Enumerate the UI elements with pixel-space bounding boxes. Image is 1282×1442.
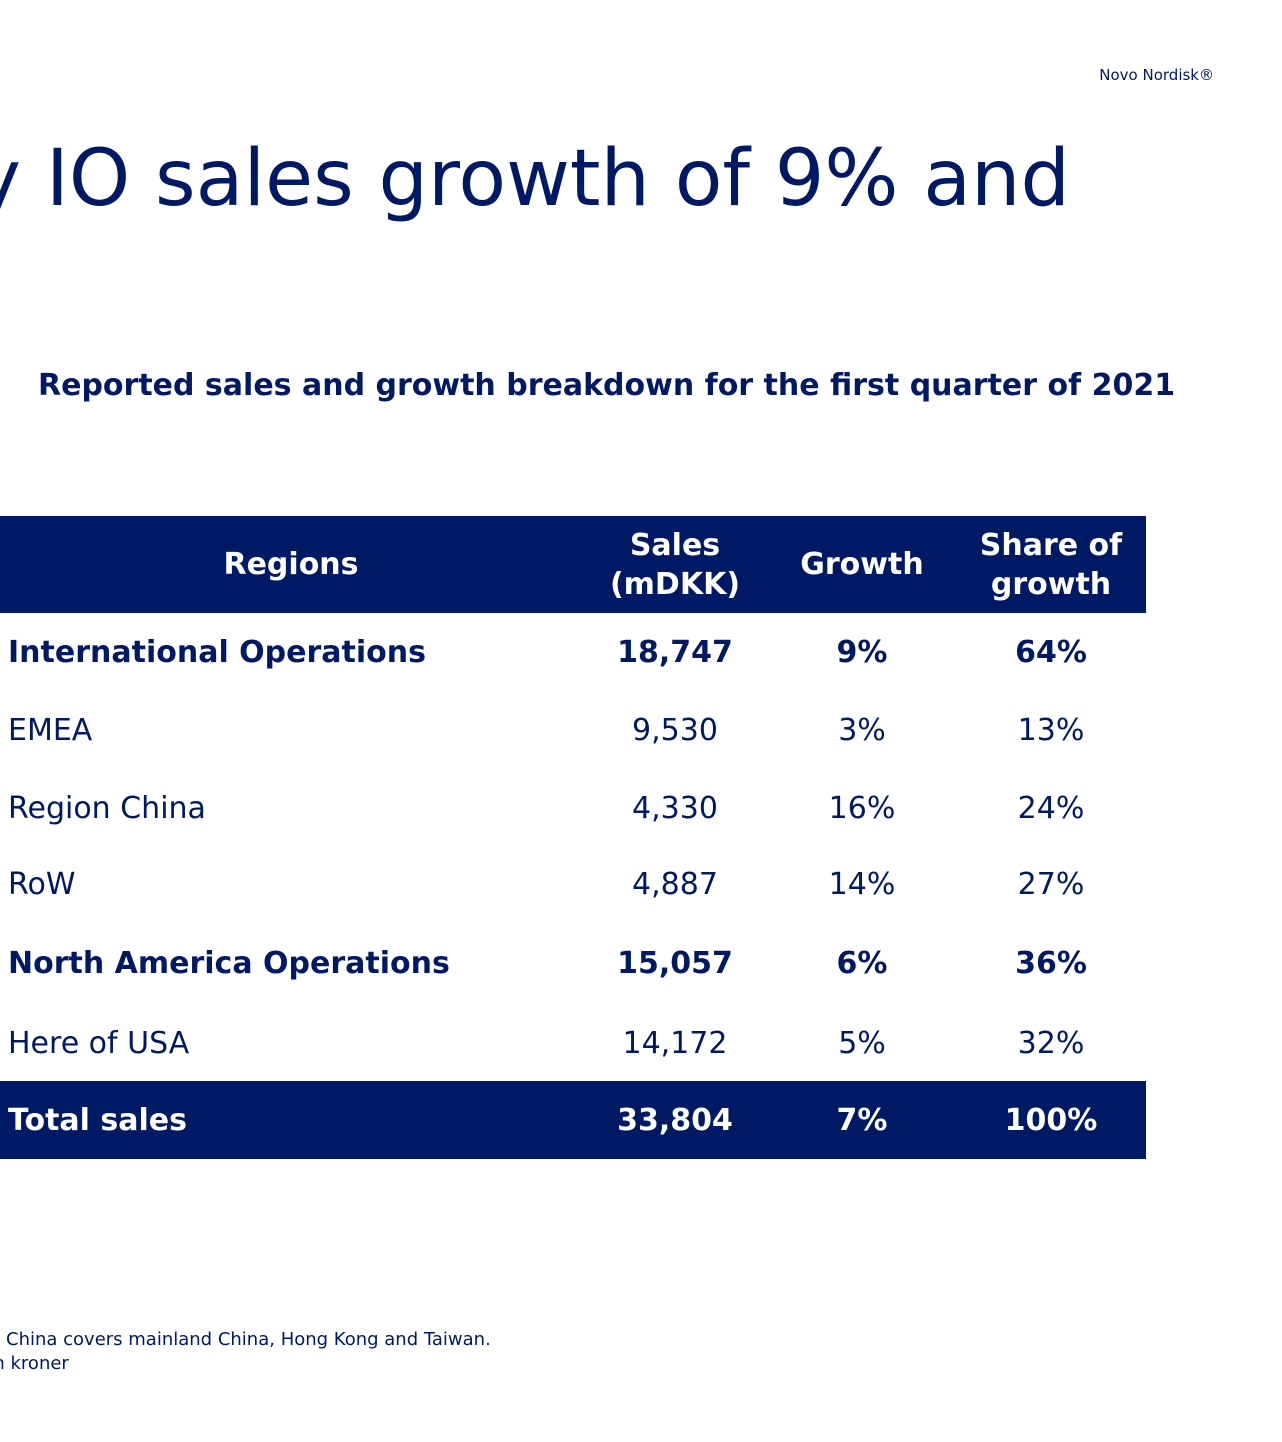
brand-wordmark: Novo Nordisk®: [1099, 66, 1214, 84]
header-sales: Sales (mDKK): [582, 516, 768, 613]
region-cell: International Operations: [8, 634, 426, 670]
header-sales-line2: (mDKK): [609, 566, 741, 602]
table-row-international-operations: International Operations 18,747 9% 64%: [0, 613, 1146, 691]
header-regions: Regions: [0, 516, 582, 613]
table-header-row: Regions Sales (mDKK) Growth Share of gro…: [0, 516, 1146, 613]
growth-cell: 16%: [828, 790, 896, 826]
sales-cell: 4,330: [632, 790, 718, 826]
header-share-line1: Share of: [979, 527, 1123, 563]
growth-cell: 6%: [836, 945, 888, 981]
footnote-china: China covers mainland China, Hong Kong a…: [6, 1329, 491, 1350]
sales-cell: 4,887: [632, 866, 718, 902]
region-cell: Total sales: [0, 1081, 582, 1159]
footnotes: China covers mainland China, Hong Kong a…: [0, 1328, 491, 1376]
sales-cell: 18,747: [617, 634, 733, 670]
share-cell: 24%: [1017, 790, 1085, 826]
region-cell: Region China: [8, 790, 206, 826]
region-cell: Here of USA: [8, 1025, 190, 1061]
growth-cell: 5%: [838, 1025, 886, 1061]
growth-cell: 14%: [828, 866, 896, 902]
share-cell: 100%: [956, 1081, 1146, 1159]
share-cell: 32%: [1017, 1025, 1085, 1061]
sales-cell: 14,172: [622, 1025, 728, 1061]
share-cell: 27%: [1017, 866, 1085, 902]
share-cell: 13%: [1017, 712, 1085, 748]
region-cell: RoW: [8, 866, 76, 902]
table-row-row: RoW 4,887 14% 27%: [0, 847, 1146, 921]
growth-cell: 9%: [836, 634, 888, 670]
slide-headline: n by IO sales growth of 9% and: [0, 134, 1070, 224]
header-share-of-growth: Share of growth: [956, 516, 1146, 613]
share-cell: 64%: [1015, 634, 1087, 670]
sales-cell: 33,804: [582, 1081, 768, 1159]
region-cell: EMEA: [8, 712, 93, 748]
share-cell: 36%: [1015, 945, 1087, 981]
sales-cell: 9,530: [632, 712, 718, 748]
header-share-line2: growth: [990, 566, 1112, 602]
table-row-here-of-usa: Here of USA 14,172 5% 32%: [0, 1005, 1146, 1081]
table-row-emea: EMEA 9,530 3% 13%: [0, 691, 1146, 769]
region-cell: North America Operations: [8, 945, 450, 981]
growth-cell: 3%: [838, 712, 886, 748]
growth-cell: 7%: [768, 1081, 956, 1159]
sales-cell: 15,057: [617, 945, 733, 981]
table-row-total-sales: Total sales 33,804 7% 100%: [0, 1081, 1146, 1159]
header-sales-line1: Sales: [629, 527, 721, 563]
header-growth: Growth: [768, 516, 956, 613]
sales-table: Regions Sales (mDKK) Growth Share of gro…: [0, 516, 1146, 1159]
table-subtitle: Reported sales and growth breakdown for …: [38, 368, 1176, 403]
footnote-currency: sh kroner: [0, 1353, 69, 1374]
table-row-region-china: Region China 4,330 16% 24%: [0, 769, 1146, 847]
table-row-north-america-operations: North America Operations 15,057 6% 36%: [0, 921, 1146, 1005]
